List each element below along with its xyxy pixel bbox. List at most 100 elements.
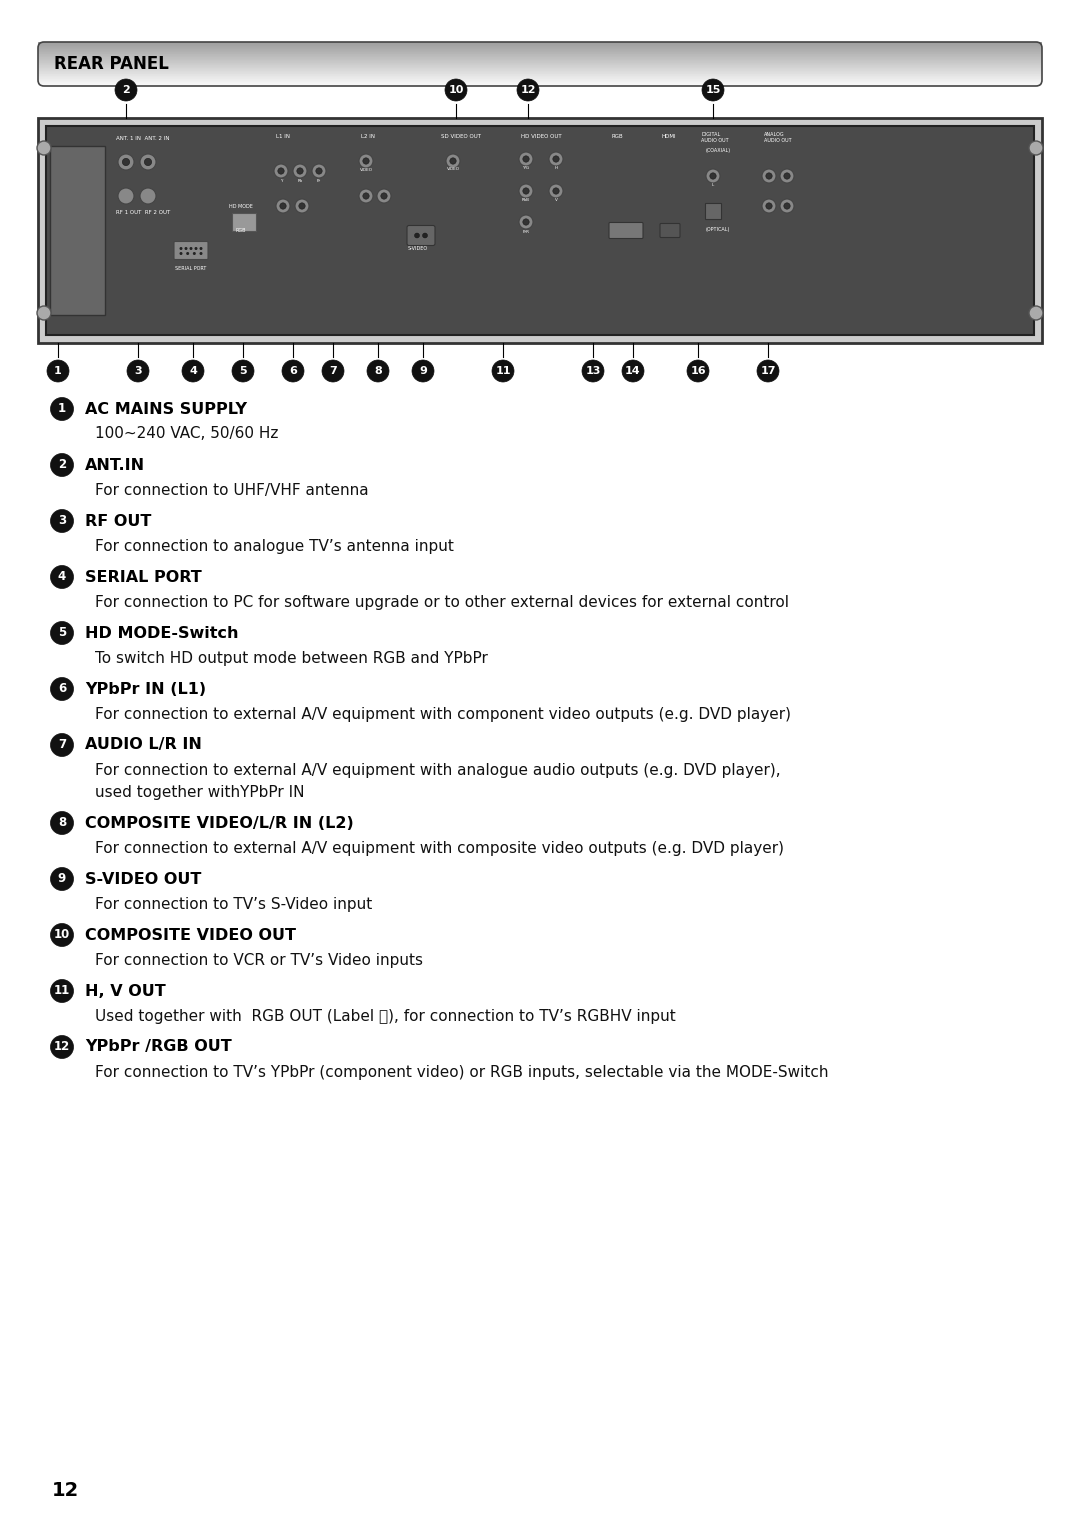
Text: 17: 17: [760, 366, 775, 376]
Text: For connection to external A/V equipment with component video outputs (e.g. DVD : For connection to external A/V equipment…: [95, 707, 791, 721]
Text: PrR: PrR: [523, 231, 529, 234]
Text: 100~240 VAC, 50/60 Hz: 100~240 VAC, 50/60 Hz: [95, 426, 279, 441]
Text: Y/G: Y/G: [523, 166, 529, 169]
Text: For connection to TV’s S-Video input: For connection to TV’s S-Video input: [95, 896, 373, 912]
Circle shape: [200, 247, 203, 250]
Text: 8: 8: [58, 817, 66, 829]
Circle shape: [315, 168, 322, 174]
Text: 1: 1: [54, 366, 62, 376]
Circle shape: [450, 157, 456, 163]
Text: H, V OUT: H, V OUT: [85, 983, 165, 999]
Circle shape: [757, 360, 779, 382]
Text: AUDIO OUT: AUDIO OUT: [764, 137, 792, 144]
Circle shape: [51, 454, 73, 476]
Circle shape: [51, 397, 73, 420]
Circle shape: [276, 199, 291, 212]
Text: 10: 10: [54, 928, 70, 942]
Circle shape: [784, 203, 791, 209]
Text: ANT.IN: ANT.IN: [85, 458, 145, 472]
Circle shape: [51, 1035, 73, 1058]
Circle shape: [200, 252, 203, 255]
Text: 9: 9: [419, 366, 427, 376]
Circle shape: [118, 154, 134, 169]
Circle shape: [114, 79, 137, 101]
Text: For connection to external A/V equipment with analogue audio outputs (e.g. DVD p: For connection to external A/V equipment…: [95, 762, 781, 777]
Circle shape: [48, 360, 69, 382]
Circle shape: [299, 203, 306, 209]
Circle shape: [278, 168, 284, 174]
Circle shape: [51, 979, 73, 1003]
Circle shape: [51, 621, 73, 644]
Circle shape: [762, 199, 777, 212]
Text: VIDEO: VIDEO: [360, 168, 373, 173]
Text: ANALOG: ANALOG: [764, 131, 785, 137]
Circle shape: [523, 218, 529, 224]
Circle shape: [51, 678, 73, 701]
Circle shape: [762, 169, 777, 183]
Circle shape: [784, 173, 791, 179]
Circle shape: [422, 234, 428, 238]
Bar: [46, 127, 1034, 334]
Text: For connection to analogue TV’s antenna input: For connection to analogue TV’s antenna …: [95, 539, 454, 553]
Circle shape: [519, 215, 534, 229]
Circle shape: [37, 305, 51, 321]
Circle shape: [51, 867, 73, 890]
Text: 3: 3: [134, 366, 141, 376]
Text: 12: 12: [52, 1481, 79, 1500]
Text: 2: 2: [122, 86, 130, 95]
Bar: [50, 147, 105, 315]
Text: S-VIDEO OUT: S-VIDEO OUT: [85, 872, 201, 887]
Text: 8: 8: [374, 366, 382, 376]
Text: SD VIDEO OUT: SD VIDEO OUT: [441, 134, 481, 139]
Circle shape: [179, 247, 183, 250]
Circle shape: [363, 192, 369, 199]
Text: 6: 6: [289, 366, 297, 376]
Text: used together withYPbPr IN: used together withYPbPr IN: [95, 785, 305, 800]
Text: For connection to PC for software upgrade or to other external devices for exter: For connection to PC for software upgrad…: [95, 594, 789, 609]
Circle shape: [140, 188, 156, 205]
Circle shape: [411, 360, 434, 382]
Text: AUDIO OUT: AUDIO OUT: [701, 137, 729, 144]
Text: (COAXIAL): (COAXIAL): [706, 148, 731, 153]
Text: DIGITAL: DIGITAL: [701, 131, 720, 137]
Circle shape: [140, 154, 156, 169]
Bar: [705, 203, 721, 218]
Text: PbB: PbB: [522, 199, 530, 202]
Text: COMPOSITE VIDEO OUT: COMPOSITE VIDEO OUT: [85, 927, 296, 942]
Text: S-VIDEO: S-VIDEO: [408, 246, 428, 252]
Circle shape: [706, 169, 720, 183]
Text: AUDIO L/R IN: AUDIO L/R IN: [85, 738, 202, 753]
Text: 10: 10: [448, 86, 463, 95]
Text: VIDEO: VIDEO: [446, 166, 459, 171]
Text: ANT. 1 IN  ANT. 2 IN: ANT. 1 IN ANT. 2 IN: [116, 136, 170, 140]
Text: L2 IN: L2 IN: [361, 134, 375, 139]
Circle shape: [145, 159, 151, 165]
Text: 15: 15: [705, 86, 720, 95]
Circle shape: [367, 360, 389, 382]
Circle shape: [51, 811, 73, 834]
Text: SERIAL PORT: SERIAL PORT: [85, 570, 202, 585]
Circle shape: [780, 199, 794, 212]
Circle shape: [183, 360, 204, 382]
Text: For connection to external A/V equipment with composite video outputs (e.g. DVD : For connection to external A/V equipment…: [95, 840, 784, 855]
Circle shape: [297, 168, 303, 174]
Circle shape: [519, 153, 534, 166]
FancyBboxPatch shape: [407, 226, 435, 246]
Circle shape: [189, 247, 192, 250]
Text: HD MODE-Switch: HD MODE-Switch: [85, 626, 239, 640]
Text: 11: 11: [54, 985, 70, 997]
Text: 14: 14: [625, 366, 640, 376]
FancyBboxPatch shape: [174, 241, 208, 260]
Circle shape: [186, 252, 189, 255]
Text: HD VIDEO OUT: HD VIDEO OUT: [521, 134, 562, 139]
Circle shape: [780, 169, 794, 183]
Text: L1 IN: L1 IN: [276, 134, 291, 139]
Circle shape: [359, 189, 373, 203]
Text: 12: 12: [54, 1040, 70, 1054]
Text: Y: Y: [280, 179, 282, 183]
Text: 4: 4: [189, 366, 197, 376]
Circle shape: [118, 188, 134, 205]
Circle shape: [193, 252, 195, 255]
Circle shape: [519, 183, 534, 199]
Text: 16: 16: [690, 366, 706, 376]
